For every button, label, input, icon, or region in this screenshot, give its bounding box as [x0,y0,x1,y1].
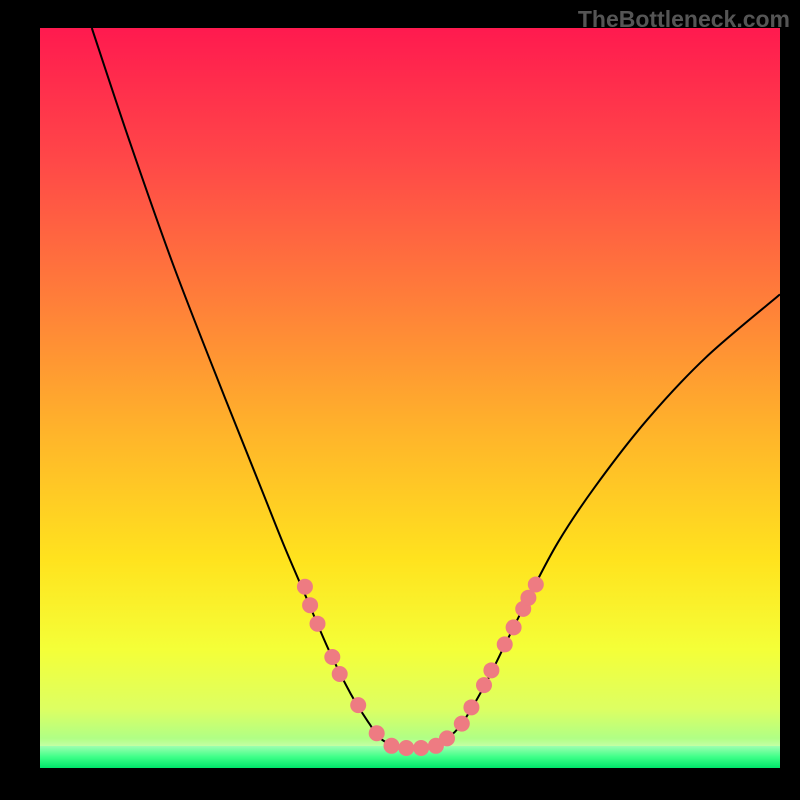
data-marker [476,677,492,693]
data-marker [398,740,414,756]
data-marker [528,576,544,592]
data-marker [302,597,318,613]
data-marker [439,730,455,746]
left-curve [92,28,395,747]
data-marker [332,666,348,682]
data-marker [350,697,366,713]
data-marker [483,662,499,678]
data-marker [497,636,513,652]
data-marker [297,579,313,595]
data-marker [463,699,479,715]
data-marker [413,740,429,756]
data-marker [310,616,326,632]
plot-area [40,28,780,768]
watermark: TheBottleneck.com [578,6,790,33]
data-marker [454,716,470,732]
data-marker [506,619,522,635]
data-marker [384,738,400,754]
data-marker [324,649,340,665]
curve-layer [40,28,780,768]
marker-group [297,576,544,756]
data-marker [369,725,385,741]
